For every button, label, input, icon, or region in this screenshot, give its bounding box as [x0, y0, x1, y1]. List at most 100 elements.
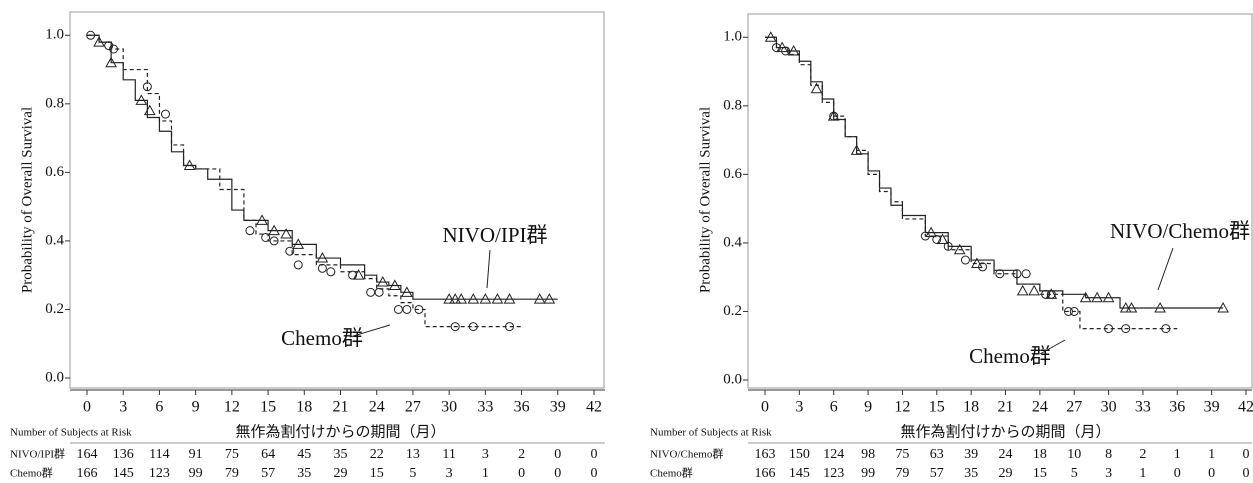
risk-count: 124 — [823, 447, 844, 462]
x-tick-label: 0 — [761, 399, 769, 416]
annotation: Chemo群 — [969, 344, 1051, 368]
survival-curve — [87, 34, 522, 328]
y-tick-label: 0.2 — [45, 301, 64, 317]
risk-count: 0 — [591, 447, 598, 462]
y-tick-label: 0.2 — [723, 303, 742, 319]
censor-mark — [1161, 324, 1171, 334]
x-tick-label: 21 — [998, 399, 1014, 416]
plot-frame — [747, 13, 1253, 389]
x-tick-label: 3 — [795, 399, 803, 416]
risk-header: Number of Subjects at Risk — [650, 427, 772, 439]
x-tick-label: 9 — [192, 399, 200, 416]
censor-mark — [1217, 301, 1229, 313]
censor-mark — [316, 252, 329, 263]
x-tick-label: 3 — [119, 399, 127, 416]
x-tick-label: 39 — [550, 399, 566, 416]
censor-mark — [1125, 301, 1138, 313]
risk-row-name: Chemo群 — [650, 466, 693, 480]
censor-mark — [1121, 324, 1131, 334]
censor-mark — [449, 293, 462, 304]
censor-mark — [920, 231, 930, 241]
x-tick-label: 18 — [963, 399, 979, 416]
risk-header: Number of Subjects at Risk — [10, 427, 132, 439]
x-tick-label: 15 — [260, 399, 276, 416]
y-tick-label: 1.0 — [723, 29, 742, 45]
risk-count: 63 — [930, 447, 944, 462]
risk-count: 3 — [1105, 466, 1112, 481]
censor-mark — [401, 286, 413, 297]
censor-mark — [269, 236, 279, 246]
y-tick-label: 0.6 — [45, 164, 64, 180]
y-tick-label: 0.4 — [45, 232, 64, 248]
censor-mark — [810, 82, 823, 94]
risk-count: 79 — [225, 466, 239, 481]
censor-mark — [533, 293, 546, 304]
censor-mark — [183, 159, 196, 171]
risk-count: 0 — [1208, 466, 1215, 481]
censor-mark — [326, 267, 336, 277]
risk-count: 145 — [113, 466, 134, 481]
risk-count: 3 — [446, 466, 453, 481]
censor-mark — [414, 304, 424, 314]
risk-count: 1 — [1208, 447, 1215, 462]
risk-count: 64 — [261, 447, 275, 462]
censor-mark — [1104, 324, 1114, 334]
risk-count: 29 — [999, 466, 1013, 481]
censor-mark — [293, 260, 303, 270]
risk-count: 2 — [1139, 447, 1146, 462]
risk-count: 1 — [482, 466, 489, 481]
risk-count: 123 — [823, 466, 844, 481]
x-tick-label: 36 — [514, 399, 530, 416]
risk-count: 24 — [999, 447, 1013, 462]
risk-count: 13 — [406, 447, 420, 462]
censor-mark — [450, 322, 460, 332]
risk-count: 99 — [861, 466, 875, 481]
y-tick-label: 0.0 — [45, 369, 64, 385]
risk-count: 57 — [930, 466, 944, 481]
censor-mark — [468, 322, 478, 332]
x-tick-label: 39 — [1204, 399, 1220, 416]
x-tick-label: 12 — [894, 399, 910, 416]
risk-count: 35 — [297, 466, 311, 481]
risk-count: 35 — [334, 447, 348, 462]
x-tick-label: 33 — [477, 399, 493, 416]
survival-curve — [87, 34, 558, 300]
censor-mark — [1028, 284, 1040, 296]
censor-mark — [960, 255, 970, 265]
x-tick-label: 27 — [405, 399, 421, 416]
x-tick-label: 6 — [830, 399, 838, 416]
censor-mark — [829, 111, 839, 121]
censor-mark — [1079, 291, 1092, 303]
risk-count: 29 — [334, 466, 348, 481]
risk-count: 98 — [861, 447, 875, 462]
censor-mark — [376, 276, 389, 287]
x-tick-label: 12 — [224, 399, 240, 416]
y-axis-label: Probability of Overall Survival — [697, 107, 713, 293]
risk-count: 5 — [409, 466, 416, 481]
risk-count: 123 — [149, 466, 170, 481]
risk-count: 0 — [591, 466, 598, 481]
y-tick-label: 0.6 — [723, 166, 742, 182]
censor-mark — [261, 232, 271, 242]
x-tick-label: 9 — [864, 399, 872, 416]
censor-mark — [109, 44, 119, 54]
risk-count: 164 — [77, 447, 98, 462]
risk-row-name: NIVO/IPI群 — [10, 447, 65, 461]
censor-mark — [388, 279, 401, 290]
risk-count: 2 — [518, 447, 525, 462]
censor-mark — [1091, 291, 1103, 303]
censor-mark — [348, 270, 358, 280]
censor-mark — [374, 287, 384, 297]
censor-mark — [936, 233, 949, 244]
censor-mark — [142, 82, 152, 92]
risk-row-name: Chemo群 — [10, 466, 53, 480]
risk-count: 150 — [789, 447, 810, 462]
risk-count: 1 — [1174, 447, 1181, 462]
x-tick-label: 24 — [1032, 399, 1048, 416]
censor-mark — [366, 287, 376, 297]
risk-count: 57 — [261, 466, 275, 481]
x-tick-label: 21 — [333, 399, 349, 416]
censor-mark — [543, 293, 556, 304]
y-tick-label: 0.8 — [45, 95, 64, 111]
censor-mark — [503, 293, 516, 304]
